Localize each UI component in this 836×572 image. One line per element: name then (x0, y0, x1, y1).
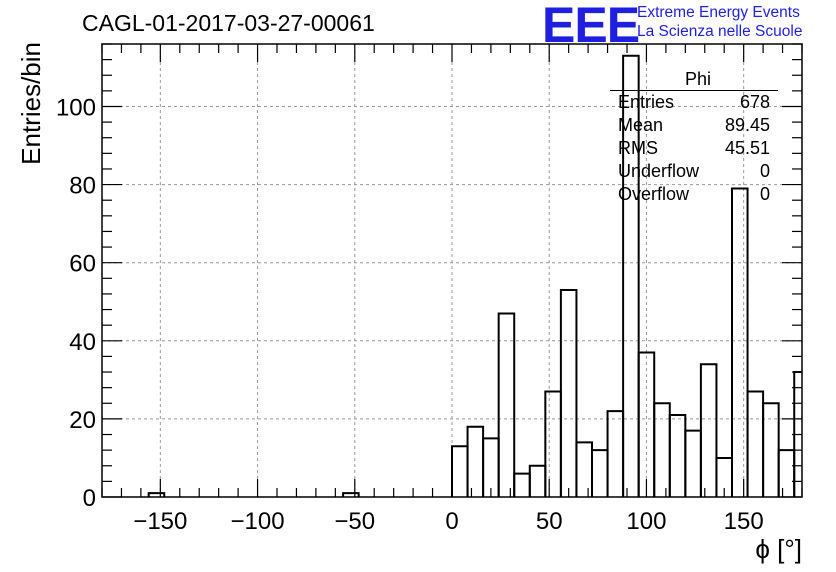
histogram-bin (342, 492, 360, 497)
stats-label: Overflow (618, 184, 690, 204)
stats-row: Underflow 0 (610, 160, 778, 183)
histogram-bin (544, 390, 562, 497)
stats-label: Mean (618, 115, 664, 135)
y-tick-label: 60 (69, 251, 96, 278)
histogram-bin (777, 449, 796, 497)
histogram-bin (606, 410, 625, 497)
x-tick-label: −50 (334, 508, 375, 535)
stats-label: Underflow (618, 161, 700, 181)
x-tick-label: 50 (536, 508, 563, 535)
histogram-bin (575, 441, 593, 497)
axis-ticks (101, 43, 803, 498)
stats-label: Entries (618, 92, 675, 112)
histogram-bin (746, 390, 765, 497)
stats-value: 678 (739, 92, 770, 112)
stats-value: 0 (759, 184, 770, 204)
stats-row: Mean 89.45 (610, 114, 778, 137)
histogram-bin (513, 472, 531, 497)
stats-row: RMS 45.51 (610, 137, 778, 160)
stats-box-title: Phi (610, 68, 778, 91)
histogram-bin (653, 402, 671, 497)
stats-value: 45.51 (724, 138, 770, 158)
histogram-bin (622, 54, 640, 497)
tick-labels: −150 −100 −50 0 50 100 150 0 20 40 60 80 100 (56, 94, 764, 535)
histogram-bin (451, 445, 469, 497)
logo-caption-line1: Extreme Energy Events (637, 4, 800, 21)
histogram-bin (731, 187, 749, 497)
stats-box: Phi Entries 678 Mean 89.45 RMS 45.51 Und… (610, 68, 778, 206)
x-tick-label: −150 (133, 508, 187, 535)
histogram-bin (825, 485, 836, 497)
histogram-bin (668, 413, 687, 497)
stats-value: 0 (759, 161, 770, 181)
y-tick-label: 0 (83, 485, 96, 512)
logo-caption: Extreme Energy Events La Scienza nelle S… (637, 3, 802, 41)
y-axis-label: Entries/bin (16, 42, 46, 165)
histogram-bin (528, 464, 547, 497)
x-tick-label: −100 (231, 508, 285, 535)
y-tick-label: 100 (56, 94, 96, 121)
chart-title: CAGL-01-2017-03-27-00061 (82, 10, 375, 36)
y-tick-label: 40 (69, 329, 96, 356)
y-tick-label: 20 (69, 407, 96, 434)
histogram-bin (466, 425, 485, 497)
histogram-bin (497, 312, 516, 497)
histogram-bin (699, 363, 718, 497)
stats-label: RMS (618, 138, 658, 158)
x-tick-label: 0 (445, 508, 458, 535)
logo-caption-line2: La Scienza nelle Scuole (637, 23, 803, 40)
stats-value: 89.45 (724, 115, 770, 135)
stats-row: Entries 678 (610, 91, 778, 114)
histogram-bin (559, 289, 578, 497)
histogram-bin (591, 449, 609, 497)
histogram-bin (810, 466, 826, 497)
histogram-bin (147, 492, 166, 497)
histogram-bins (147, 54, 836, 497)
x-axis-label: ϕ [°] (755, 534, 802, 564)
eee-logo: EEE (542, 0, 640, 53)
x-tick-label: 100 (626, 508, 666, 535)
y-tick-label: 80 (69, 173, 96, 200)
histogram-bin (762, 402, 780, 497)
stats-row: Overflow 0 (610, 183, 778, 206)
histogram-bin (684, 429, 702, 497)
x-tick-label: 150 (724, 508, 764, 535)
